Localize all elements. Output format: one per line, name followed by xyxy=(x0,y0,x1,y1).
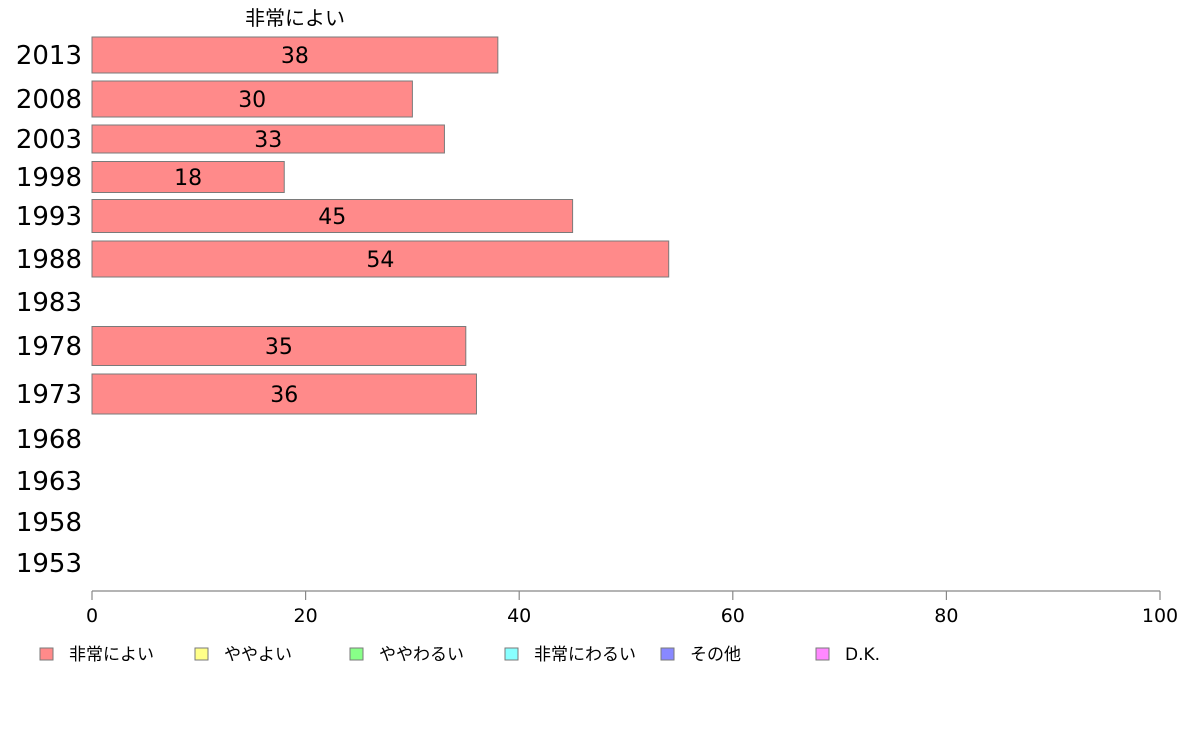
legend-label: ややよい xyxy=(224,645,292,665)
legend-label: D.K. xyxy=(845,645,880,665)
year-label: 2008 xyxy=(16,85,82,115)
legend-swatch xyxy=(194,647,209,661)
year-label: 1973 xyxy=(16,380,82,410)
x-tick-label: 60 xyxy=(721,605,745,627)
year-label: 1998 xyxy=(16,163,82,193)
bar-value-label: 54 xyxy=(366,248,394,273)
bar-value-label: 35 xyxy=(265,335,293,360)
x-tick-label: 80 xyxy=(934,605,958,627)
year-label: 1988 xyxy=(16,245,82,275)
bar xyxy=(91,161,285,193)
legend-swatch xyxy=(349,647,364,661)
legend-swatch xyxy=(660,647,675,661)
bar-value-label: 30 xyxy=(238,88,266,113)
year-label: 1983 xyxy=(16,288,82,318)
x-axis: 0 20 40 60 80 100 xyxy=(86,590,1178,627)
year-label: 1968 xyxy=(16,425,82,455)
legend: 非常によい ややよい ややわるい 非常にわるい その他 D.K. xyxy=(39,645,880,665)
year-label: 2013 xyxy=(16,41,82,71)
legend-swatch xyxy=(504,647,519,661)
x-tick-label: 0 xyxy=(86,605,98,627)
legend-swatch xyxy=(815,647,830,661)
year-label: 2003 xyxy=(16,125,82,155)
bar-value-label: 18 xyxy=(174,166,202,191)
year-label: 1963 xyxy=(16,467,82,497)
x-tick-label: 20 xyxy=(294,605,318,627)
legend-swatch xyxy=(39,647,54,661)
series-header: 非常によい xyxy=(245,6,345,30)
bar-value-label: 33 xyxy=(254,128,282,153)
x-tick-label: 40 xyxy=(507,605,531,627)
legend-label: 非常によい xyxy=(69,645,154,665)
year-labels: 2013 2008 2003 1998 1993 1988 1983 1978 1973 1968… xyxy=(16,41,82,579)
bar-value-label: 38 xyxy=(281,44,309,69)
bar xyxy=(91,199,574,233)
legend-label: ややわるい xyxy=(379,645,464,665)
bar xyxy=(91,326,467,366)
bar xyxy=(91,124,445,154)
bars xyxy=(91,36,670,415)
legend-label: その他 xyxy=(690,645,741,665)
bar xyxy=(91,373,477,415)
value-labels: 38 30 33 18 45 54 35 36 xyxy=(174,44,394,408)
bar xyxy=(91,36,499,74)
year-label: 1978 xyxy=(16,332,82,362)
legend-label: 非常にわるい xyxy=(534,645,636,665)
bar-value-label: 36 xyxy=(270,383,298,408)
bar-value-label: 45 xyxy=(318,205,346,230)
year-label: 1958 xyxy=(16,508,82,538)
bar xyxy=(91,240,670,278)
x-tick-label: 100 xyxy=(1142,605,1178,627)
year-label: 1993 xyxy=(16,202,82,232)
year-label: 1953 xyxy=(16,549,82,579)
bar xyxy=(91,80,413,118)
